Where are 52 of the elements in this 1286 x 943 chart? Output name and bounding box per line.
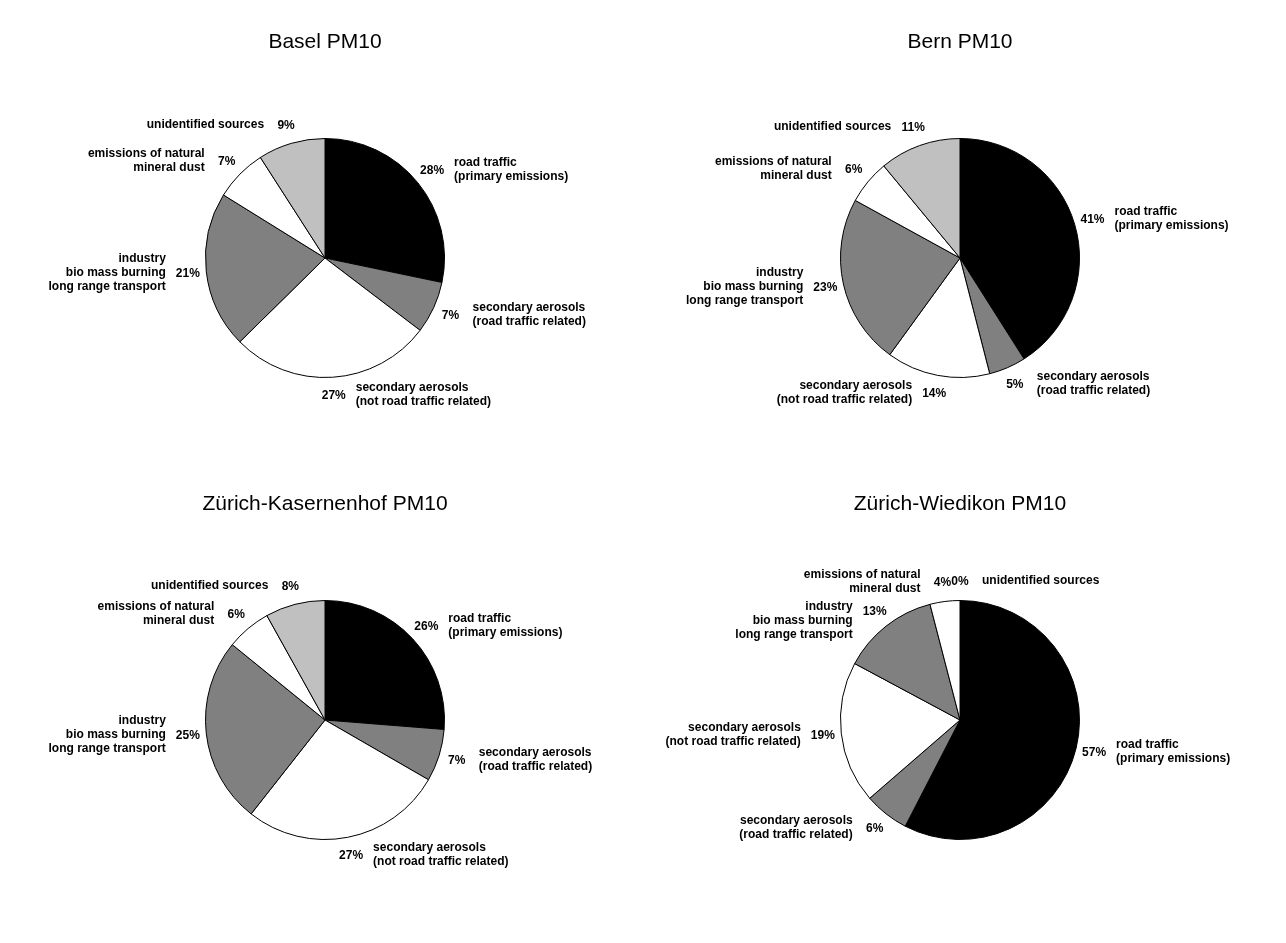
- data-label: 41%: [1080, 211, 1105, 226]
- data-label: 27%: [321, 388, 347, 403]
- slice-label: unidentified sources: [146, 116, 265, 131]
- slice-label: unidentified sources: [150, 577, 269, 592]
- data-label: 21%: [175, 265, 201, 280]
- data-label: 13%: [862, 603, 888, 618]
- chart-title: Bern PM10: [907, 29, 1013, 52]
- data-label: 19%: [810, 727, 836, 742]
- slice-label: secondary aerosols (road traffic related): [739, 812, 854, 841]
- slice-label: secondary aerosols (not road traffic related): [355, 380, 492, 409]
- data-label: 6%: [866, 820, 884, 835]
- slice-label: industry bio mass burning long range transport: [48, 250, 167, 293]
- data-label: 6%: [227, 606, 246, 621]
- slice-label: road traffic (primary emissions): [1114, 203, 1229, 232]
- slice-label: road traffic (primary emissions): [1116, 736, 1231, 765]
- chart-title: Basel PM10: [268, 29, 382, 52]
- slice-label: secondary aerosols (road traffic related): [472, 299, 586, 328]
- data-label: 14%: [922, 385, 947, 400]
- data-label: 7%: [441, 307, 460, 322]
- slice-label: unidentified sources: [773, 119, 892, 134]
- data-label: 27%: [339, 847, 364, 862]
- chart-title: Zürich-Wiedikon PM10: [853, 491, 1067, 514]
- data-label: 11%: [901, 120, 926, 135]
- slice-label: road traffic (primary emissions): [454, 155, 569, 184]
- slice-label: emissions of natural mineral dust: [714, 154, 832, 183]
- slice-label: secondary aerosols (road traffic related): [478, 745, 593, 774]
- slice-label: secondary aerosols (not road traffic related): [665, 719, 802, 748]
- data-label: 28%: [420, 163, 445, 178]
- data-label: 7%: [217, 153, 236, 168]
- slice-label: emissions of natural mineral dust: [87, 145, 205, 174]
- slice-label: secondary aerosols (not road traffic related): [776, 377, 913, 406]
- slice-label: road traffic (primary emissions): [448, 610, 563, 639]
- data-label: 23%: [813, 280, 838, 295]
- slice-label: industry bio mass burning long range transport: [685, 265, 804, 308]
- data-label: 26%: [414, 618, 439, 633]
- data-label: 4%: [933, 575, 952, 590]
- chart-title: Zürich-Kasernenhof PM10: [202, 491, 448, 514]
- data-label: 57%: [1082, 744, 1107, 759]
- data-label: 9%: [277, 117, 296, 132]
- data-label: 7%: [448, 753, 466, 768]
- slice-label: emissions of natural mineral dust: [803, 567, 921, 596]
- slice-label: industry bio mass burning long range transport: [48, 712, 167, 755]
- slice-label: emissions of natural mineral dust: [97, 598, 215, 627]
- data-label: 5%: [1006, 376, 1024, 391]
- text: 0%: [951, 574, 969, 589]
- slice-label: secondary aerosols (road traffic related): [1036, 368, 1151, 397]
- slice-label: industry bio mass burning long range transport: [735, 599, 854, 642]
- slice-label: secondary aerosols (not road traffic related): [373, 839, 509, 868]
- data-label: 6%: [845, 162, 863, 177]
- data-label: 8%: [281, 578, 300, 593]
- data-label: 25%: [175, 727, 201, 742]
- category-label: unidentified sources: [982, 573, 1100, 588]
